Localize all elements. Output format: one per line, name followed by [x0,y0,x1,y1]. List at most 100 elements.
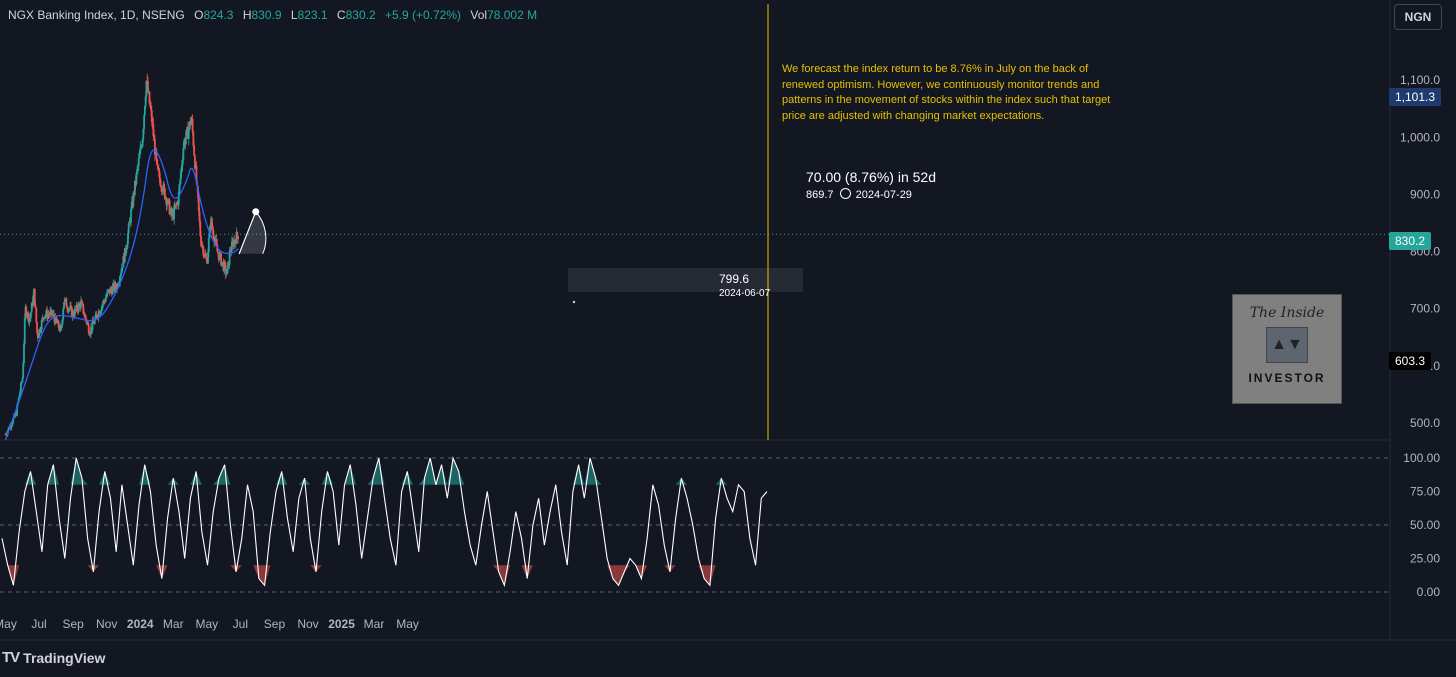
overbought-fill [139,464,145,485]
candle-body [179,178,182,184]
candle-body [167,199,169,204]
candle-body [228,251,231,266]
candle-body [224,262,226,265]
oscillator-scale: 100.00 75.00 50.00 25.00 0.00 [1403,451,1440,599]
candle-body [99,312,102,315]
candle-body [225,273,228,275]
candle-body [96,315,99,318]
candle-body [194,155,196,169]
oscillator-line [1,455,768,588]
time-tick-label: Sep [62,617,84,631]
candle-body [38,329,41,337]
candle-body [84,314,87,319]
candle-body [235,232,238,244]
candle-body [46,310,48,319]
candle-body [103,300,105,302]
candle-body [77,303,80,312]
overbought-fill [675,478,682,485]
candle-body [12,418,15,424]
candle-body [160,187,163,192]
low-label: L [290,8,298,22]
moving-average-line [4,149,239,441]
oversold-fill [669,565,676,572]
price-tag-last: 830.2 [1389,232,1432,250]
overbought-fill [715,478,722,485]
time-tick-label: Jul [31,617,46,631]
price-tick-label: 700.0 [1410,302,1440,316]
candle-body [143,106,146,116]
candle-body [163,184,166,189]
candle-body [106,292,109,297]
tradingview-branding[interactable]: TV TradingView [2,649,105,666]
overbought-fill [167,478,174,485]
oscillator-tick-label: 75.00 [1410,485,1440,499]
candle-body [165,197,168,206]
candle-body [227,262,229,270]
candle-body [90,326,92,335]
candle-body [42,317,45,319]
candle-body [95,314,98,316]
candle-body [145,80,148,97]
candle-body [10,425,13,428]
candle-body [201,246,204,248]
time-axis: May Jul Sep Nov 2024 Mar May Jul Sep Nov 2025 Mar Ma… [0,617,419,631]
candle-body [104,298,107,302]
overbought-fill [401,471,408,485]
candle-body [18,395,21,399]
candle-body [214,240,216,243]
candle-body [199,221,202,236]
overbought-fill [578,464,585,485]
candle-body [101,304,104,307]
overbought-fill [81,478,88,485]
candle-body [40,320,43,330]
candle-body [94,314,97,319]
time-tick-label: 2025 [328,617,355,631]
change-value: +5.9 (+0.72%) [384,8,462,22]
candle-body [130,209,132,223]
price-tag-upper: 1,101.3 [1389,88,1442,106]
candle-body [100,310,102,313]
oversold-fill [87,565,94,572]
open-value: 824.3 [203,8,234,22]
candle-body [125,249,128,254]
candle-body [43,316,46,319]
oscillator-tick-label: 0.00 [1417,585,1441,599]
candle-body [212,230,215,238]
oversold-fill [315,565,322,572]
candle-body [30,303,33,313]
candle-body [111,286,114,295]
projection-drawing [238,208,267,254]
projection-target-date: 2024-07-29 [855,189,912,201]
candle-body [73,309,76,317]
candle-body [157,169,160,172]
candle-body [175,204,178,206]
candle-body [87,324,90,334]
oversold-fill [624,565,630,572]
candle-body [102,300,105,305]
oversold-fill [612,565,619,586]
candle-body [173,206,176,219]
candle-body [224,264,227,274]
candle-body [192,131,195,147]
candle-body [132,192,135,207]
oversold-fill [504,565,511,586]
candle-body [215,239,218,245]
candle-body [233,239,236,247]
candle-body [220,262,223,266]
projection-headline: 70.00 (8.76%) in 52d [806,169,936,185]
high-label: H [242,8,252,22]
candle-body [226,269,229,274]
open-label: O [194,8,204,22]
candle-body [7,427,10,431]
candle-body [144,96,147,107]
candle-body [180,169,182,179]
currency-button[interactable]: NGN [1394,4,1442,30]
low-date-label: 2024-06-07 [719,288,771,299]
overbought-fill [378,458,385,485]
candle-body [89,334,92,336]
candle-body [182,147,185,161]
candle-body [153,138,156,155]
overbought-fill [418,478,425,485]
time-tick-label: Nov [297,617,318,631]
candle-body [148,91,151,104]
